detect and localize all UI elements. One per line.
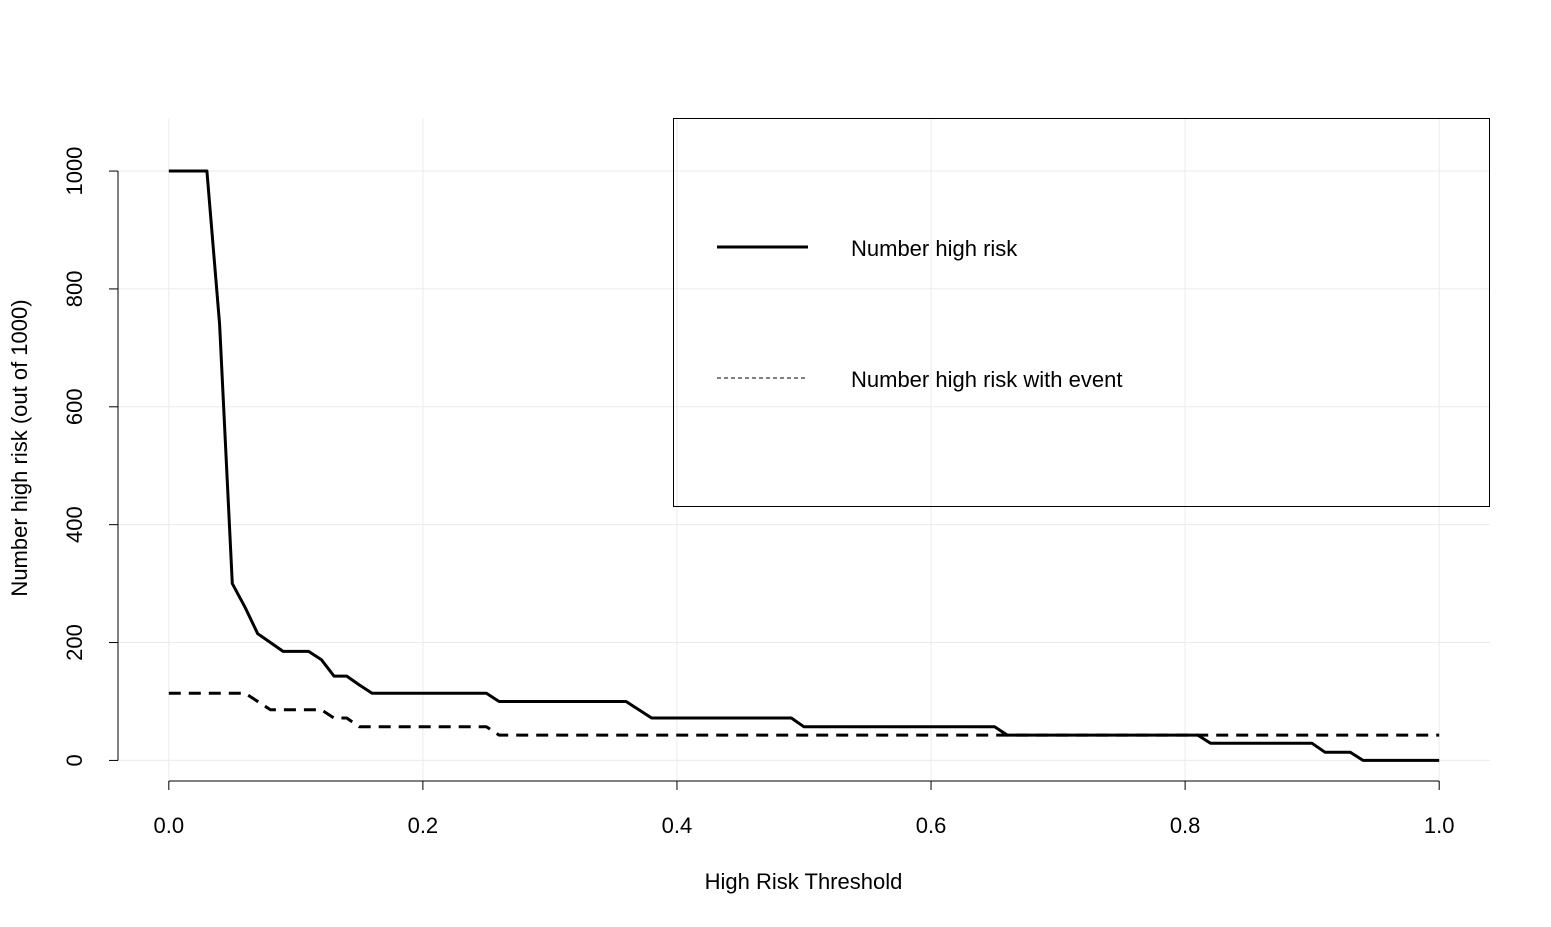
y-tick-label-5: 1000: [62, 147, 87, 196]
legend-box: [673, 118, 1490, 507]
x-tick-label-1: 0.2: [408, 813, 439, 838]
x-axis: 0.0 0.2 0.4 0.6 0.8 1.0: [154, 780, 1455, 838]
legend: Number high risk Number high risk with e…: [673, 118, 1490, 507]
x-tick-label-5: 1.0: [1424, 813, 1455, 838]
series-line-number-high-risk-with-event: [168, 691, 1440, 737]
y-tick-label-4: 800: [62, 271, 87, 308]
legend-label-number-high-risk: Number high risk: [851, 236, 1018, 261]
x-tick-label-0: 0.0: [154, 813, 185, 838]
y-tick-label-2: 400: [62, 506, 87, 543]
x-axis-title: High Risk Threshold: [705, 869, 903, 894]
x-tick-label-3: 0.6: [916, 813, 947, 838]
x-tick-label-2: 0.4: [662, 813, 693, 838]
series-line-number-high-risk: [168, 169, 1440, 762]
y-axis-title: Number high risk (out of 1000): [7, 299, 32, 596]
y-tick-label-3: 600: [62, 388, 87, 425]
legend-label-number-high-risk-with-event: Number high risk with event: [851, 367, 1122, 392]
grid-lines: [118, 118, 1490, 784]
y-tick-label-1: 200: [62, 624, 87, 661]
x-tick-label-4: 0.8: [1170, 813, 1201, 838]
series-layer: [168, 169, 1440, 762]
y-axis: 0 200 400 600 800 1000: [62, 147, 119, 767]
y-tick-label-0: 0: [62, 754, 87, 766]
